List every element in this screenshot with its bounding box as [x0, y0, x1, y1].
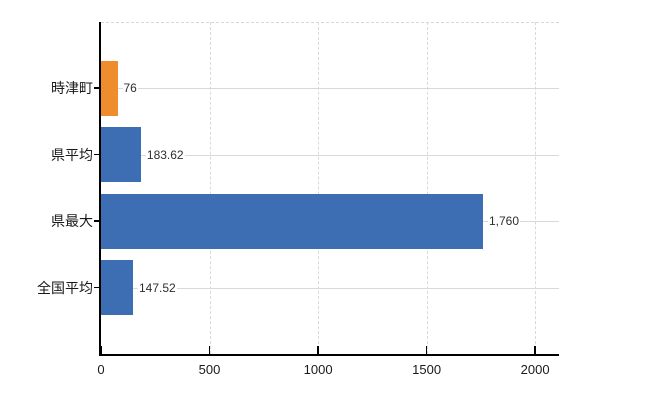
- gridline-vertical: [209, 22, 211, 354]
- y-axis-tick: [94, 220, 101, 222]
- bar: [101, 260, 133, 316]
- gridline-horizontal: [101, 154, 559, 156]
- gridline-vertical: [535, 22, 537, 354]
- x-tick-label: 1500: [412, 362, 442, 377]
- x-axis: [99, 354, 559, 356]
- gridline-vertical: [318, 22, 320, 354]
- x-tick-label: 500: [198, 362, 221, 377]
- value-label: 183.62: [145, 147, 185, 162]
- category-label: 県最大: [51, 213, 93, 230]
- y-axis-tick: [94, 286, 101, 289]
- x-axis-tick: [100, 346, 102, 354]
- gridline-horizontal: [101, 287, 559, 289]
- x-tick-label: 2000: [520, 362, 550, 377]
- gridline-vertical: [426, 22, 428, 354]
- category-label: 県平均: [51, 146, 93, 163]
- value-label: 76: [122, 81, 138, 96]
- value-label: 1,760: [488, 214, 521, 229]
- bar: [101, 127, 141, 183]
- bar: [101, 60, 118, 116]
- category-label: 全国平均: [37, 279, 93, 296]
- x-axis-tick: [425, 346, 428, 354]
- y-axis-tick: [94, 87, 101, 89]
- x-tick-label: 0: [97, 362, 105, 377]
- bar: [101, 193, 483, 249]
- x-axis-tick: [208, 346, 211, 354]
- x-axis-tick: [317, 346, 319, 354]
- y-axis: [99, 22, 101, 354]
- value-label: 147.52: [138, 280, 177, 295]
- x-tick-label: 1000: [303, 362, 333, 377]
- y-axis-tick: [94, 153, 101, 156]
- category-label: 時津町: [51, 80, 93, 97]
- gridline-horizontal: [101, 88, 559, 90]
- plot-top-border: [101, 22, 559, 23]
- x-axis-tick: [534, 346, 536, 354]
